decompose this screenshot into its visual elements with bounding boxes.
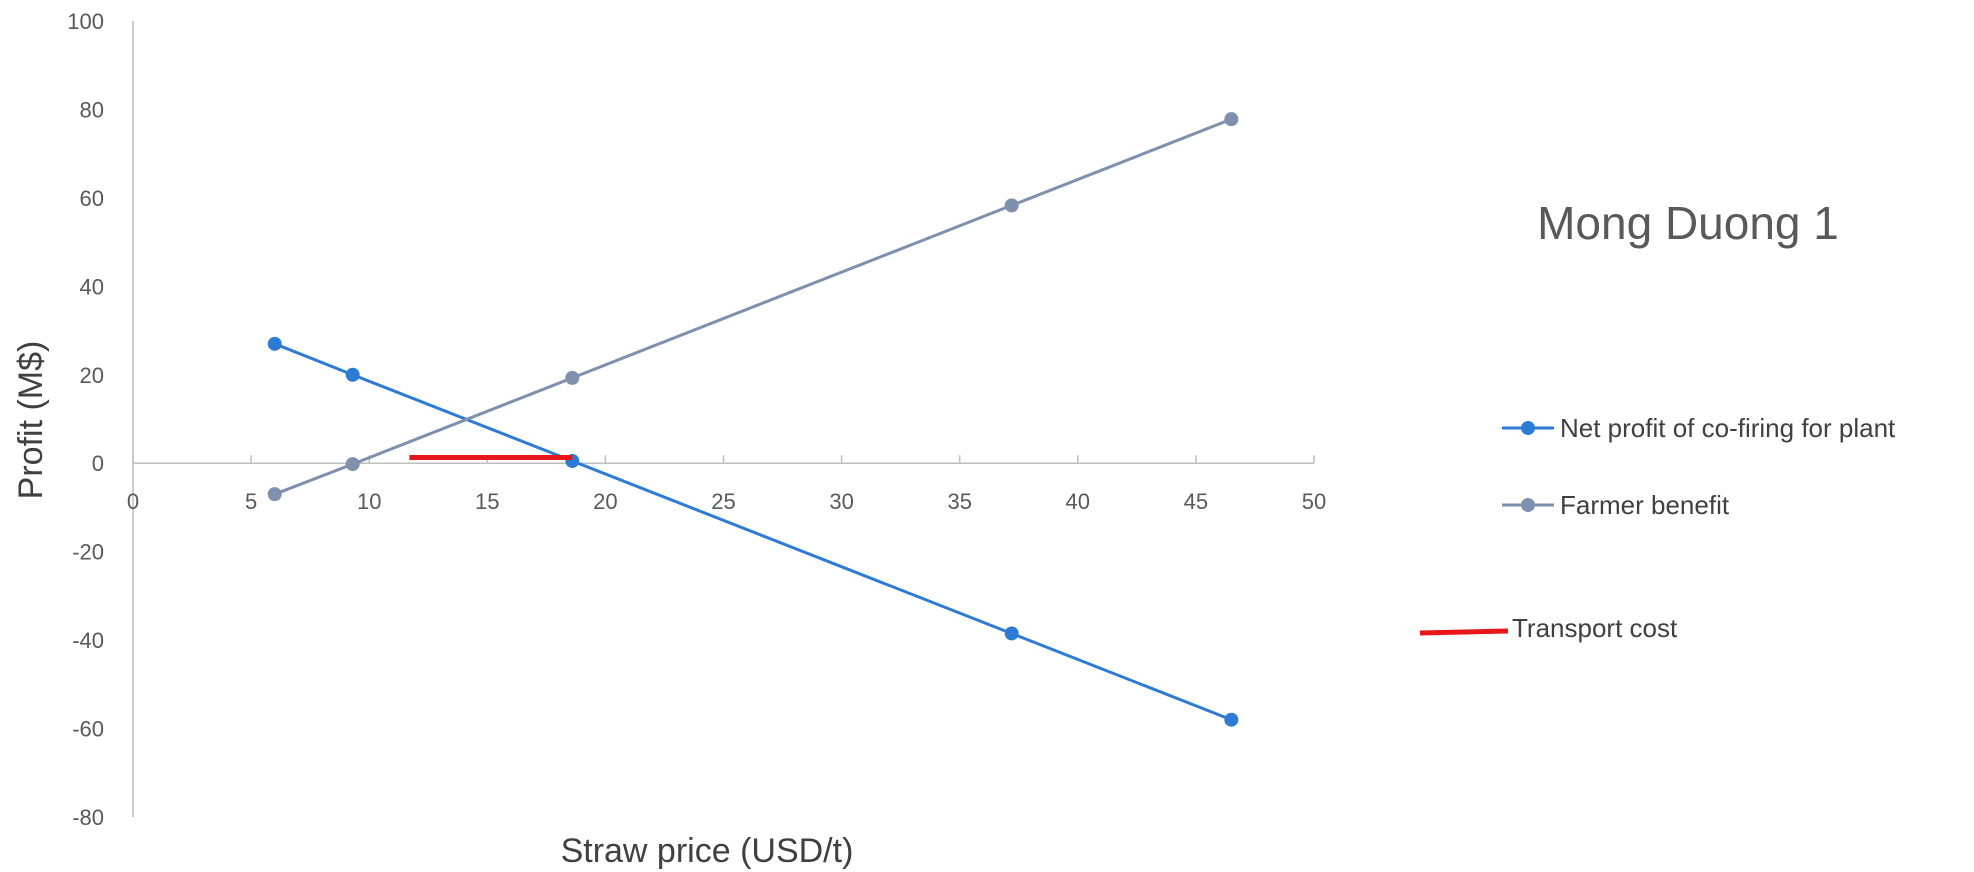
y-tick-label: -20 — [72, 540, 104, 565]
legend-farmer-benefit-label: Farmer benefit — [1560, 490, 1730, 520]
legend-net-profit-marker — [1521, 421, 1535, 435]
legend-farmer-benefit-marker — [1521, 498, 1535, 512]
legend-net-profit-label: Net profit of co-firing for plant — [1560, 413, 1896, 443]
data-point — [267, 487, 282, 502]
y-tick-label: 0 — [92, 451, 104, 476]
y-axis-title: Profit (M$) — [12, 341, 50, 500]
data-point — [1224, 712, 1239, 727]
data-point — [1004, 198, 1019, 213]
x-tick-label: 35 — [947, 489, 971, 514]
data-point — [345, 457, 360, 472]
y-tick-label: 20 — [80, 363, 104, 388]
x-tick-label: 20 — [593, 489, 617, 514]
y-tick-label: 60 — [80, 186, 104, 211]
x-axis-title: Straw price (USD/t) — [561, 832, 854, 870]
legend-transport-cost-swatch — [1419, 628, 1509, 636]
x-tick-label: 0 — [127, 489, 139, 514]
data-point — [1224, 112, 1239, 127]
x-tick-label: 45 — [1184, 489, 1208, 514]
data-point — [267, 336, 282, 351]
x-tick-label: 5 — [245, 489, 257, 514]
legend-item-transport-cost: Transport cost — [1419, 613, 1678, 643]
chart-title: Mong Duong 1 — [1537, 197, 1839, 249]
y-tick-label: -80 — [72, 805, 104, 830]
x-tick-label: 50 — [1302, 489, 1326, 514]
y-tick-label: 100 — [67, 9, 104, 34]
series-0 — [267, 336, 1239, 727]
data-point — [565, 370, 580, 385]
legend-item-net-profit: Net profit of co-firing for plant — [1502, 413, 1896, 443]
x-tick-labels: 0 5 10 15 20 25 30 35 40 45 50 — [127, 489, 1326, 514]
y-tick-label: -40 — [72, 628, 104, 653]
series-line — [274, 117, 1232, 496]
y-tick-label: 40 — [80, 274, 104, 299]
data-point — [1004, 626, 1019, 641]
x-tick-label: 25 — [711, 489, 735, 514]
x-tick-label: 30 — [829, 489, 853, 514]
x-tick-label: 10 — [357, 489, 381, 514]
legend-item-farmer-benefit: Farmer benefit — [1502, 490, 1730, 520]
y-tick-label: 80 — [80, 97, 104, 122]
legend-transport-cost-label: Transport cost — [1512, 613, 1678, 643]
series-line — [274, 342, 1232, 722]
x-axis — [132, 455, 1315, 464]
legend: Net profit of co-firing for plant Farmer… — [1419, 413, 1896, 643]
y-tick-labels: 100 80 60 40 20 0 -20 -40 -60 -80 — [67, 9, 104, 830]
y-tick-label: -60 — [72, 717, 104, 742]
data-point — [345, 367, 360, 382]
x-tick-label: 40 — [1066, 489, 1090, 514]
series — [267, 112, 1239, 727]
series-1 — [267, 112, 1239, 502]
x-tick-label: 15 — [475, 489, 499, 514]
